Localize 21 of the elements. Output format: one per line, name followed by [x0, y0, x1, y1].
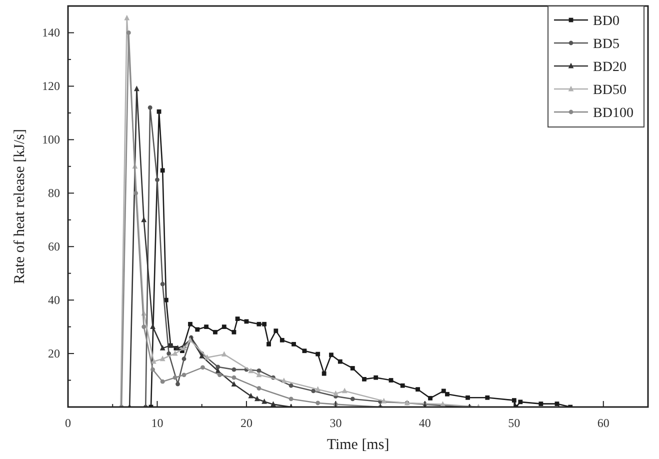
y-tick-label: 140 — [42, 26, 60, 40]
x-tick-label: 40 — [418, 416, 431, 430]
legend-label: BD5 — [593, 37, 620, 52]
legend-label: BD50 — [593, 83, 626, 98]
y-tick-label: 40 — [48, 293, 60, 308]
x-tick-label: 10 — [151, 416, 164, 430]
legend-label: BD20 — [593, 60, 626, 75]
x-tick-label: 60 — [597, 416, 610, 430]
x-tick-label: 0 — [65, 416, 71, 430]
legend-label: BD0 — [593, 14, 620, 29]
y-tick-label: 20 — [48, 346, 60, 361]
legend-label: BD100 — [593, 106, 634, 121]
y-tick-label: 120 — [42, 79, 60, 94]
x-tick-label: 30 — [330, 416, 342, 430]
y-tick-label: 100 — [42, 132, 60, 147]
x-tick-label: 50 — [508, 416, 520, 430]
y-tick-label: 60 — [48, 240, 60, 254]
y-tick-label: 80 — [48, 186, 60, 200]
y-axis-title: Rate of heat release [kJ/s] — [12, 129, 28, 284]
x-axis-title: Time [ms] — [326, 437, 390, 453]
x-tick-label: 20 — [240, 416, 252, 430]
